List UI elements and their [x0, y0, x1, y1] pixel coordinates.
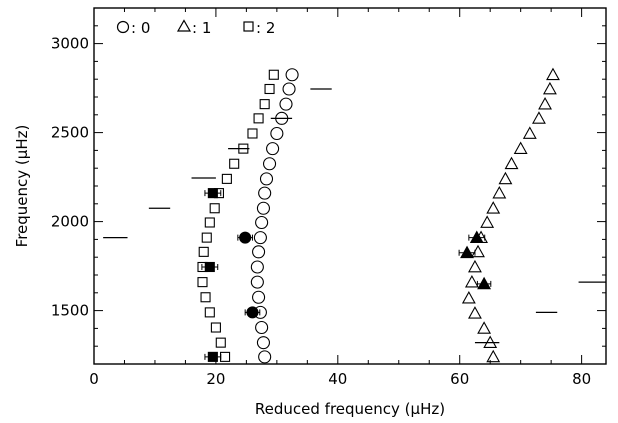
- y-tick-label: 1500: [51, 302, 89, 320]
- legend-label-0: : 0: [131, 19, 150, 37]
- filled-square-point: [207, 188, 218, 199]
- circle-point: [270, 126, 284, 141]
- x-tick-label: 0: [89, 370, 99, 388]
- triangle-point: [486, 349, 501, 363]
- plot-frame: [93, 7, 607, 365]
- triangle-point: [513, 141, 528, 154]
- circle-point: [266, 142, 280, 156]
- square-point: [215, 337, 226, 348]
- square-point: [253, 113, 264, 124]
- circle-point: [285, 68, 299, 82]
- circle-point: [279, 97, 293, 111]
- triangle-point: [461, 291, 476, 304]
- circle-point: [259, 172, 274, 186]
- y-tick-label: 2000: [51, 213, 89, 231]
- filled-triangle-point: [460, 245, 474, 259]
- triangle-point: [480, 215, 495, 228]
- filled-square-point: [204, 261, 215, 273]
- ticks-layer: 0 20 40 60 80 1500 2000 2500 3000: [51, 7, 606, 388]
- circle-point: [252, 290, 266, 304]
- square-point: [229, 158, 240, 169]
- triangle-point: [477, 321, 492, 334]
- circle-point: [256, 201, 270, 215]
- circle-point: [250, 260, 264, 274]
- circle-point: [253, 231, 267, 245]
- square-point: [200, 292, 211, 303]
- square-point: [259, 99, 270, 110]
- legend-triangle-marker: [176, 19, 192, 32]
- triangle-point: [483, 335, 498, 348]
- triangle-point: [492, 185, 507, 199]
- segments-layer: [103, 88, 606, 344]
- square-point: [209, 203, 220, 214]
- y-axis-title: Frequency (μHz): [13, 125, 31, 248]
- circle-point: [255, 320, 269, 335]
- circle-point: [258, 186, 272, 200]
- filled-triangle-point: [477, 276, 492, 290]
- square-point: [221, 173, 232, 184]
- triangle-point: [546, 67, 560, 81]
- square-point: [219, 351, 231, 362]
- x-tick-label: 60: [450, 370, 469, 388]
- triangle-point: [538, 96, 552, 110]
- triangle-point: [522, 126, 537, 139]
- circle-point: [275, 111, 289, 125]
- legend-circle-marker: [116, 20, 130, 34]
- square-point: [210, 322, 221, 333]
- triangle-point: [542, 81, 557, 95]
- triangle-point: [486, 201, 501, 214]
- circle-point: [258, 350, 272, 364]
- triangle-point: [532, 111, 546, 124]
- filled-square-point: [207, 351, 218, 362]
- x-tick-label: 40: [328, 370, 347, 388]
- filled-circle-point: [246, 306, 259, 319]
- circle-point: [255, 215, 269, 230]
- square-point: [198, 246, 209, 257]
- triangle-point: [498, 171, 513, 185]
- legend-label-1: : 1: [192, 19, 211, 37]
- legend-square-marker: [243, 21, 254, 32]
- circle-point: [262, 157, 277, 171]
- x-axis-title: Reduced frequency (μHz): [255, 400, 445, 418]
- circle-point: [252, 245, 266, 259]
- circle-point: [282, 82, 296, 96]
- triangle-point: [468, 259, 482, 273]
- triangle-point: [471, 244, 485, 258]
- square-point: [268, 69, 279, 80]
- triangle-point: [468, 306, 482, 319]
- circle-point: [250, 275, 264, 289]
- square-point: [238, 143, 249, 154]
- triangle-point: [464, 274, 479, 288]
- legend-label-2: : 2: [256, 19, 275, 37]
- x-tick-label: 20: [206, 370, 225, 388]
- triangle-point: [504, 156, 519, 170]
- x-tick-label: 80: [572, 370, 591, 388]
- square-point: [204, 217, 215, 228]
- y-tick-label: 2500: [51, 124, 89, 142]
- circle-point: [256, 336, 270, 350]
- square-point: [247, 128, 258, 139]
- legend: : 0 : 1 : 2: [116, 19, 275, 37]
- square-point: [197, 277, 208, 288]
- points-layer: [197, 67, 560, 364]
- square-point: [201, 232, 212, 243]
- filled-triangle-point: [469, 230, 484, 243]
- square-point: [204, 307, 215, 318]
- filled-circle-point: [239, 231, 252, 244]
- square-point: [264, 83, 275, 95]
- y-tick-label: 3000: [51, 35, 89, 53]
